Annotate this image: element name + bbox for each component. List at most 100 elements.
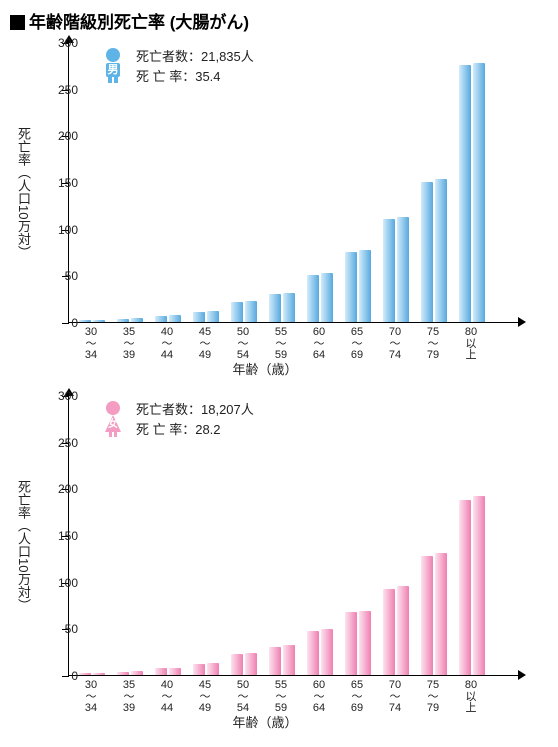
- x-tick-label: 50〜54: [225, 327, 261, 362]
- x-tick-label: 70〜74: [377, 680, 413, 715]
- bar-group: [421, 179, 447, 322]
- x-tick-label: 50〜54: [225, 680, 261, 715]
- bar: [473, 63, 485, 322]
- bar: [283, 645, 295, 675]
- plot-area: [68, 396, 518, 676]
- x-tick-label: 75〜79: [415, 327, 451, 362]
- bar-group: [307, 273, 333, 322]
- bar-group: [79, 320, 105, 322]
- y-tick-label: 300: [58, 389, 78, 403]
- bar-group: [231, 301, 257, 322]
- x-tick-label: 65〜69: [339, 327, 375, 362]
- y-tick-label: 50: [65, 269, 78, 283]
- bar: [155, 668, 167, 675]
- bar: [435, 179, 447, 322]
- bar: [345, 612, 357, 675]
- y-axis-label: 死亡率（人口10万対）: [14, 480, 33, 611]
- x-tick-label: 70〜74: [377, 327, 413, 362]
- x-tick-label: 35〜39: [111, 327, 147, 362]
- bar: [93, 320, 105, 322]
- bar: [79, 673, 91, 675]
- bar: [193, 312, 205, 322]
- y-tick: [62, 676, 69, 677]
- y-axis-label: 死亡率（人口10万対）: [14, 127, 33, 258]
- x-tick-label: 30〜34: [73, 327, 109, 362]
- y-tick-label: 100: [58, 576, 78, 590]
- bar: [307, 275, 319, 322]
- x-tick-label: 60〜64: [301, 680, 337, 715]
- bar: [269, 294, 281, 322]
- x-axis-label: 年齢（歳）: [10, 359, 520, 378]
- bar-group: [231, 653, 257, 675]
- bar: [269, 647, 281, 675]
- y-tick-label: 250: [58, 83, 78, 97]
- bar-group: [193, 311, 219, 322]
- chart-male: 男 死亡者数：21,835人 死 亡 率：35.4 死亡率（人口10万対）050…: [10, 37, 540, 372]
- y-tick-label: 150: [58, 176, 78, 190]
- bar: [231, 654, 243, 675]
- x-axis-label: 年齢（歳）: [10, 712, 520, 731]
- bar-group: [155, 315, 181, 322]
- bar: [307, 631, 319, 675]
- x-tick-label: 80以上: [453, 327, 489, 362]
- y-tick-label: 200: [58, 482, 78, 496]
- y-tick-label: 50: [65, 622, 78, 636]
- bar-group: [117, 318, 143, 322]
- bar: [421, 556, 433, 675]
- bar-group: [79, 673, 105, 675]
- bar: [359, 611, 371, 675]
- bar: [359, 250, 371, 322]
- bar: [207, 311, 219, 322]
- title-text: 年齢階級別死亡率 (大腸がん): [29, 13, 249, 32]
- bar: [321, 629, 333, 675]
- bar: [193, 664, 205, 675]
- plot-area: [68, 43, 518, 323]
- bar: [207, 663, 219, 675]
- bar: [169, 315, 181, 322]
- page-title: 年齢階級別死亡率 (大腸がん): [0, 0, 558, 37]
- x-tick-label: 55〜59: [263, 327, 299, 362]
- x-tick-label: 60〜64: [301, 327, 337, 362]
- x-tick-label: 45〜49: [187, 327, 223, 362]
- y-tick-label: 300: [58, 36, 78, 50]
- x-tick-label: 40〜44: [149, 680, 185, 715]
- bar: [459, 500, 471, 675]
- bar-group: [307, 629, 333, 675]
- x-tick-label: 65〜69: [339, 680, 375, 715]
- bar: [397, 217, 409, 322]
- bar-group: [269, 645, 295, 675]
- x-tick-label: 80以上: [453, 680, 489, 715]
- y-tick-label: 200: [58, 129, 78, 143]
- x-tick-label: 55〜59: [263, 680, 299, 715]
- x-tick-label: 40〜44: [149, 327, 185, 362]
- bar: [383, 589, 395, 675]
- bar-group: [421, 553, 447, 675]
- bar: [93, 673, 105, 675]
- bar: [473, 496, 485, 675]
- bar-group: [155, 668, 181, 675]
- y-tick: [62, 323, 69, 324]
- bar: [459, 65, 471, 322]
- y-tick-label: 250: [58, 436, 78, 450]
- bar: [245, 301, 257, 322]
- bar: [245, 653, 257, 675]
- x-tick-label: 35〜39: [111, 680, 147, 715]
- bar: [231, 302, 243, 322]
- bar: [155, 316, 167, 322]
- y-tick-label: 150: [58, 529, 78, 543]
- x-tick-label: 45〜49: [187, 680, 223, 715]
- title-square-icon: [10, 15, 25, 30]
- x-tick-label: 30〜34: [73, 680, 109, 715]
- y-tick-label: 100: [58, 223, 78, 237]
- bar-group: [193, 663, 219, 675]
- bar: [131, 671, 143, 675]
- bar: [117, 672, 129, 675]
- bar: [131, 318, 143, 322]
- bar: [421, 182, 433, 322]
- bar: [321, 273, 333, 322]
- bar-group: [383, 217, 409, 322]
- bar-group: [345, 250, 371, 322]
- bar-group: [117, 671, 143, 675]
- bar-group: [459, 63, 485, 322]
- bar: [169, 668, 181, 675]
